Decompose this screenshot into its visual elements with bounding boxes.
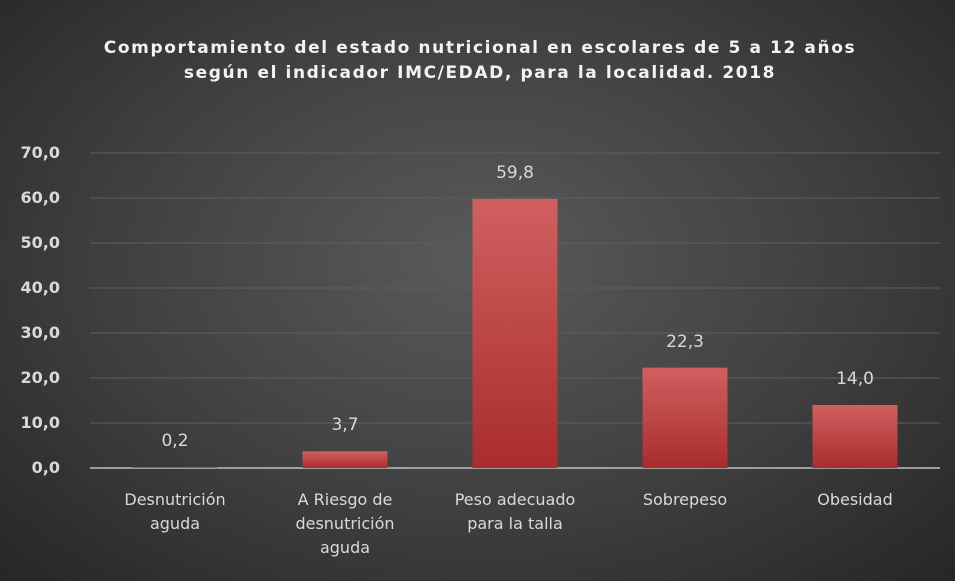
data-label: 3,7	[331, 415, 359, 436]
y-tick-label: 30,0	[20, 323, 60, 342]
bar	[812, 405, 898, 468]
x-tick-label: Obesidad	[817, 490, 893, 509]
y-tick-label: 0,0	[31, 458, 60, 477]
y-tick-label: 40,0	[20, 278, 60, 297]
y-tick-label: 70,0	[20, 143, 60, 162]
y-tick-label: 50,0	[20, 233, 60, 252]
bar	[472, 198, 558, 468]
y-tick-label: 10,0	[20, 413, 60, 432]
y-tick-label: 20,0	[20, 368, 60, 387]
data-label: 22,3	[666, 331, 704, 352]
data-label: 59,8	[496, 162, 534, 183]
bar	[642, 367, 728, 468]
x-tick-label: A Riesgo de desnutrición aguda	[295, 490, 395, 557]
y-tick-label: 60,0	[20, 188, 60, 207]
chart-title: Comportamiento del estado nutricional en…	[103, 38, 857, 83]
data-label: 0,2	[161, 431, 189, 452]
x-tick-label: Desnutrición aguda	[124, 490, 226, 533]
x-tick-label: Peso adecuado para la talla	[454, 490, 576, 533]
bar	[132, 467, 218, 468]
data-label: 14,0	[836, 369, 874, 389]
bar	[302, 451, 388, 468]
x-tick-label: Sobrepeso	[642, 490, 728, 509]
